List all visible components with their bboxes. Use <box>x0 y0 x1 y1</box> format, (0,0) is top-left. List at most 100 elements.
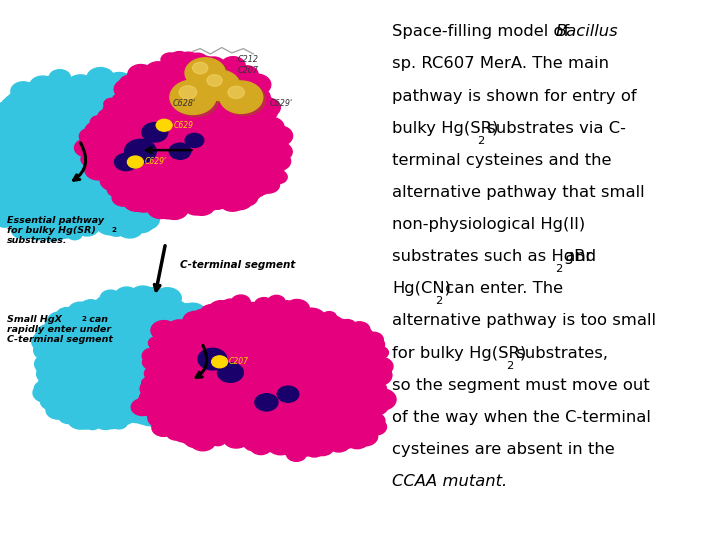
Circle shape <box>48 181 58 188</box>
Circle shape <box>157 379 174 393</box>
Ellipse shape <box>47 313 126 383</box>
Circle shape <box>123 136 145 152</box>
Circle shape <box>206 384 222 395</box>
Circle shape <box>149 383 163 394</box>
Circle shape <box>205 360 227 376</box>
Circle shape <box>129 126 142 136</box>
Circle shape <box>232 417 245 426</box>
Circle shape <box>282 322 308 342</box>
Circle shape <box>39 375 61 392</box>
Circle shape <box>335 371 346 379</box>
Circle shape <box>0 165 2 175</box>
Circle shape <box>85 202 112 222</box>
Circle shape <box>99 153 112 162</box>
Circle shape <box>245 427 264 441</box>
Circle shape <box>46 163 60 174</box>
Circle shape <box>255 342 268 352</box>
Circle shape <box>171 78 184 87</box>
Circle shape <box>120 172 135 182</box>
Circle shape <box>21 173 35 184</box>
Circle shape <box>55 179 70 190</box>
Circle shape <box>84 152 106 169</box>
Circle shape <box>151 142 171 157</box>
Circle shape <box>289 382 300 390</box>
Circle shape <box>129 339 145 351</box>
Circle shape <box>198 159 217 173</box>
Circle shape <box>166 144 181 154</box>
Circle shape <box>240 398 261 414</box>
Circle shape <box>107 157 118 165</box>
Circle shape <box>85 349 108 366</box>
Circle shape <box>153 379 177 396</box>
Circle shape <box>98 370 108 377</box>
Circle shape <box>28 87 53 105</box>
Circle shape <box>161 199 188 219</box>
Circle shape <box>130 413 143 423</box>
Circle shape <box>154 171 171 183</box>
Circle shape <box>79 354 94 364</box>
Circle shape <box>154 162 173 176</box>
Circle shape <box>87 305 102 316</box>
Circle shape <box>227 416 238 424</box>
Circle shape <box>4 112 22 126</box>
Circle shape <box>333 319 348 330</box>
Circle shape <box>336 365 351 376</box>
Circle shape <box>199 189 226 210</box>
Circle shape <box>88 340 103 352</box>
Circle shape <box>58 324 78 339</box>
Circle shape <box>12 128 30 141</box>
Circle shape <box>326 383 348 400</box>
Circle shape <box>136 164 146 172</box>
Circle shape <box>58 338 81 355</box>
Circle shape <box>32 139 54 156</box>
Circle shape <box>54 169 71 182</box>
Circle shape <box>130 410 143 421</box>
Circle shape <box>118 131 147 153</box>
Circle shape <box>82 350 104 366</box>
Circle shape <box>50 133 71 149</box>
Circle shape <box>228 382 239 390</box>
Circle shape <box>266 380 292 400</box>
Circle shape <box>183 312 207 329</box>
Circle shape <box>132 351 148 363</box>
Circle shape <box>143 141 156 151</box>
Circle shape <box>109 125 132 142</box>
Circle shape <box>186 408 202 420</box>
Circle shape <box>320 394 338 408</box>
Circle shape <box>320 356 332 366</box>
Text: alternative pathway that small: alternative pathway that small <box>392 185 645 200</box>
Circle shape <box>39 136 55 147</box>
Circle shape <box>83 194 102 209</box>
Circle shape <box>159 176 187 197</box>
Circle shape <box>193 130 208 142</box>
Text: 2: 2 <box>555 265 562 274</box>
Circle shape <box>315 409 331 422</box>
Circle shape <box>36 137 47 145</box>
Circle shape <box>176 149 189 159</box>
Circle shape <box>34 204 48 215</box>
Circle shape <box>163 373 179 386</box>
Circle shape <box>174 113 199 132</box>
Circle shape <box>166 358 184 372</box>
Circle shape <box>19 179 32 189</box>
Circle shape <box>55 341 70 352</box>
Ellipse shape <box>0 92 86 178</box>
Circle shape <box>95 149 112 162</box>
Circle shape <box>131 158 148 172</box>
Circle shape <box>150 167 167 180</box>
Circle shape <box>217 153 227 161</box>
Circle shape <box>188 356 206 370</box>
Circle shape <box>236 369 246 376</box>
Circle shape <box>45 398 65 413</box>
Circle shape <box>254 123 278 141</box>
Circle shape <box>316 348 329 357</box>
Circle shape <box>94 215 115 232</box>
Circle shape <box>288 356 305 368</box>
Circle shape <box>231 385 245 395</box>
Circle shape <box>104 166 122 180</box>
Circle shape <box>182 188 206 206</box>
Circle shape <box>198 372 225 392</box>
Circle shape <box>60 355 79 369</box>
Circle shape <box>220 81 263 113</box>
Circle shape <box>48 192 73 210</box>
